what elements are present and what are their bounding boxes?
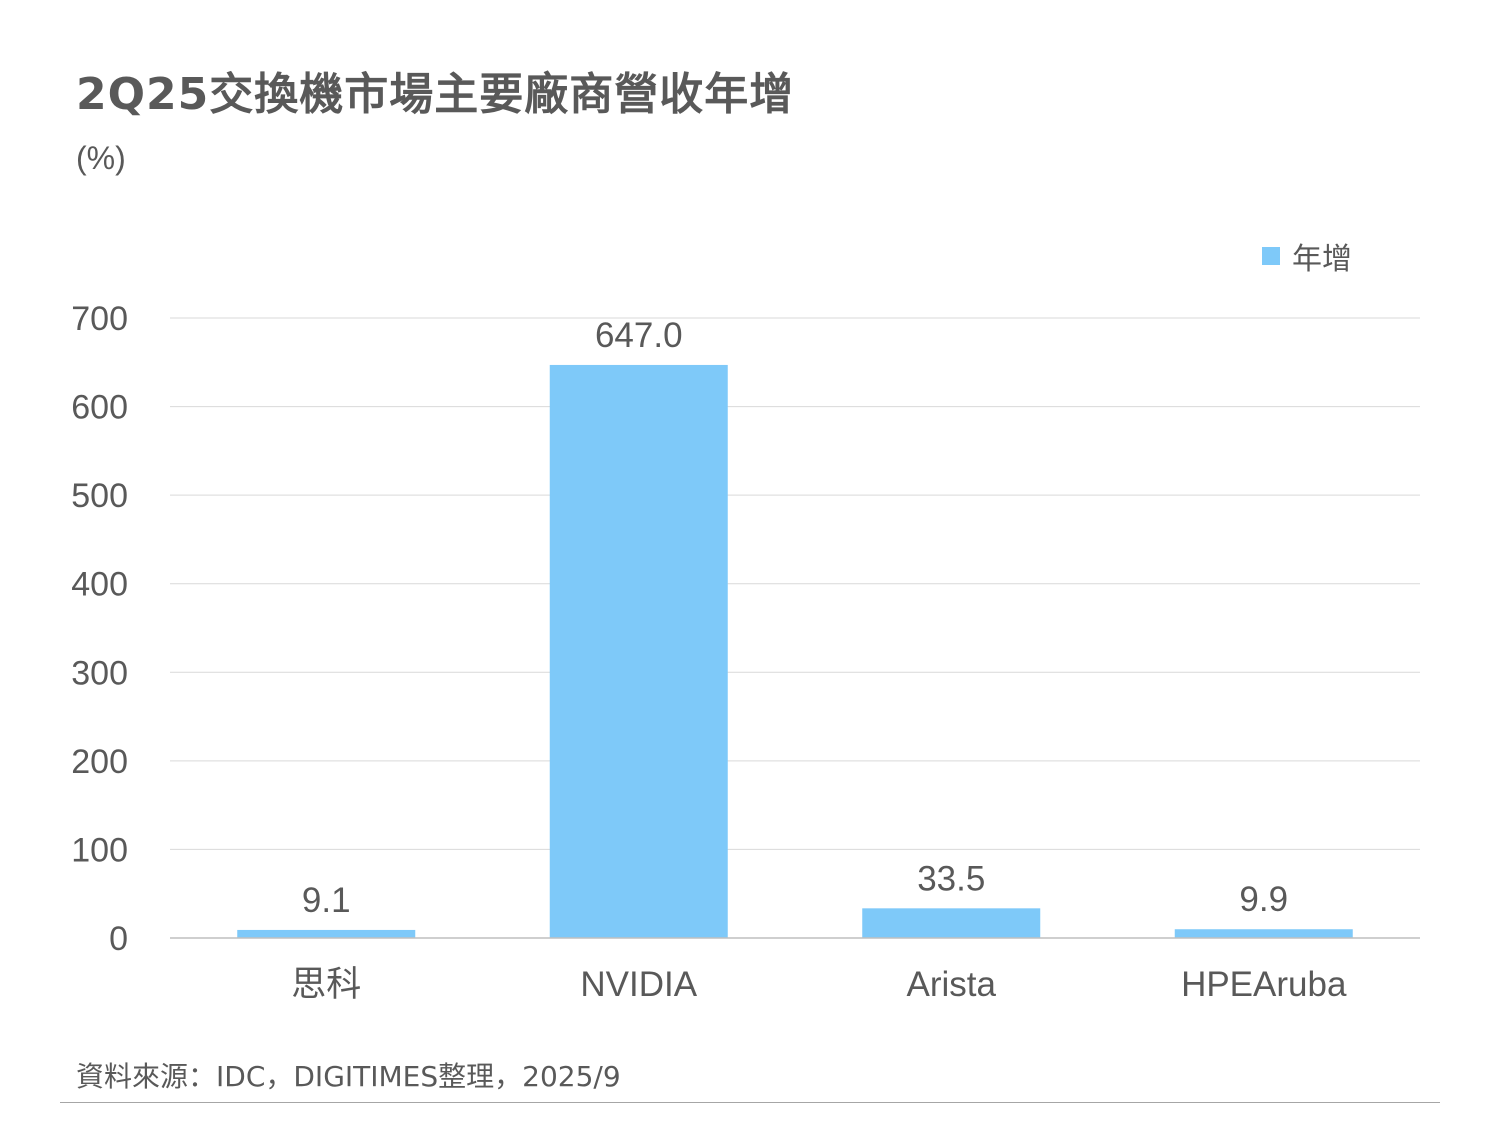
y-tick-label: 0 <box>109 920 128 958</box>
bar <box>237 929 416 938</box>
legend: 年增 <box>1262 234 1352 278</box>
data-label: 33.5 <box>917 859 985 898</box>
x-category-label: NVIDIA <box>580 965 697 1004</box>
x-category-label: 思科 <box>291 965 361 1005</box>
footer-divider <box>60 1102 1440 1103</box>
y-tick-label: 500 <box>71 477 128 515</box>
y-tick-label: 200 <box>71 743 128 781</box>
legend-swatch <box>1262 247 1280 265</box>
x-category-label: HPEAruba <box>1181 965 1347 1004</box>
y-tick-label: 100 <box>71 831 128 869</box>
y-axis-unit: (%) <box>76 140 126 176</box>
bar <box>1174 929 1353 938</box>
x-category-label: Arista <box>907 965 997 1004</box>
y-tick-label: 400 <box>71 566 128 604</box>
legend-label: 年增 <box>1292 242 1352 277</box>
chart-title: 2Q25交換機市場主要廠商營收年增 <box>76 69 795 120</box>
data-label: 647.0 <box>595 316 683 355</box>
bar <box>549 364 728 938</box>
bar <box>862 908 1041 938</box>
y-tick-label: 700 <box>71 300 128 338</box>
data-label: 9.9 <box>1239 880 1288 919</box>
y-tick-label: 300 <box>71 654 128 692</box>
data-label: 9.1 <box>302 881 351 920</box>
y-tick-label: 600 <box>71 389 128 427</box>
source-note: 資料來源：IDC，DIGITIMES整理，2025/9 <box>76 1060 621 1093</box>
